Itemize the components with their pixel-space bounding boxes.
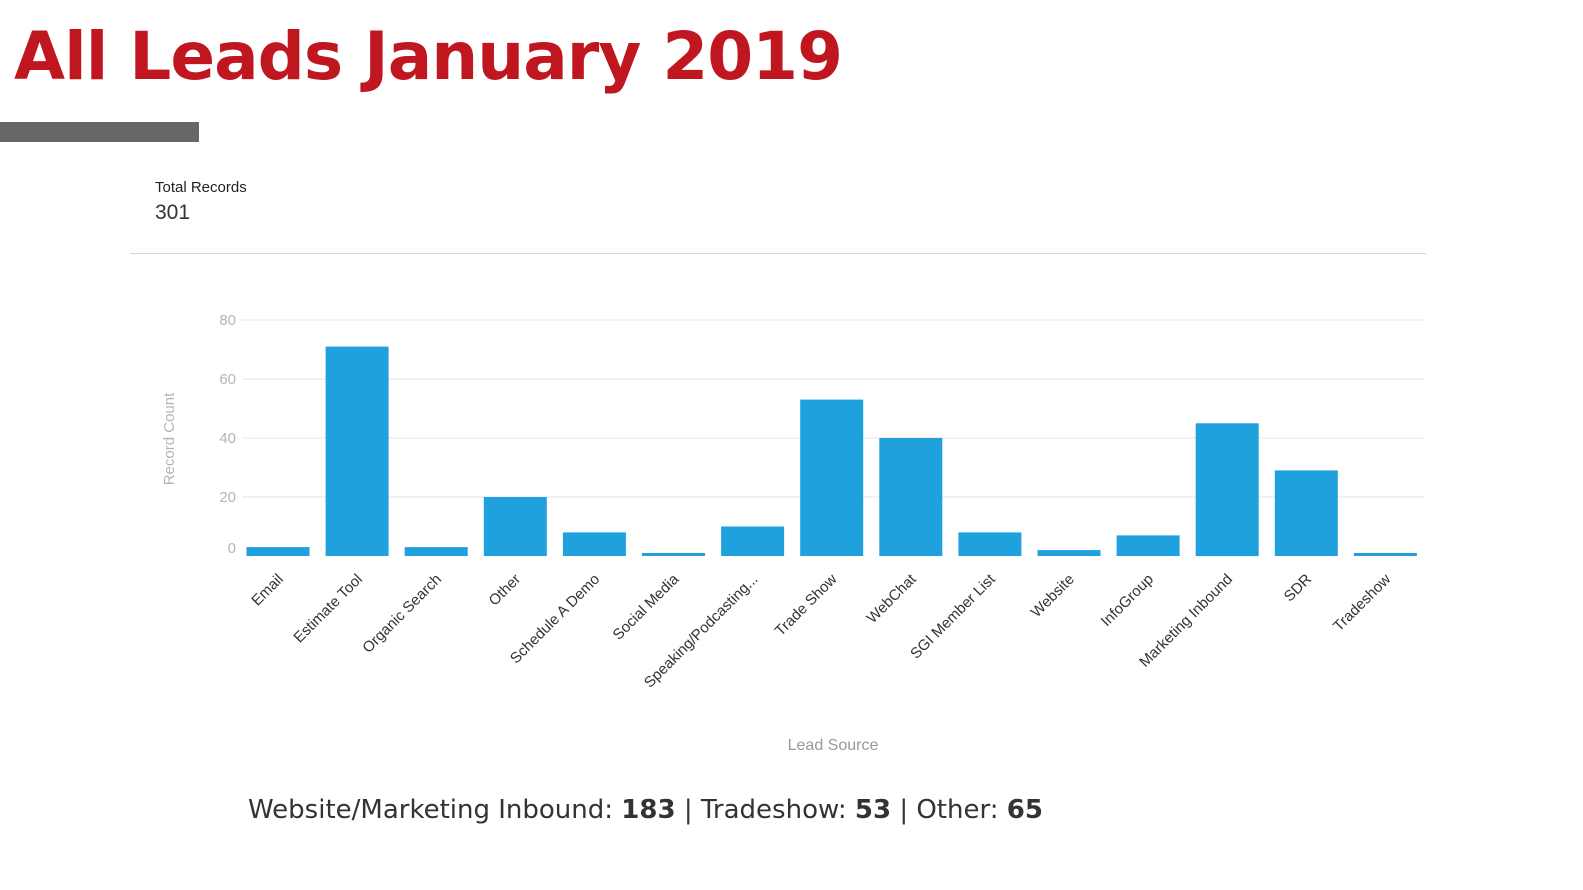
summary-label-other: Other: [916, 795, 999, 825]
bar[interactable] [404, 547, 468, 556]
bar[interactable] [246, 547, 310, 556]
bar[interactable] [1116, 535, 1180, 556]
x-tick-label: Tradeshow [1330, 571, 1394, 635]
summary-separator: | [899, 795, 909, 825]
summary-separator: | [683, 795, 693, 825]
bar[interactable] [1274, 470, 1338, 556]
y-tick-label: 80 [219, 312, 236, 329]
y-axis-ticks: 0 20 40 60 80 [219, 312, 236, 557]
x-tick-label: Social Media [610, 570, 683, 643]
summary-value-other: 65 [1006, 795, 1043, 825]
bar[interactable] [562, 532, 626, 556]
bar[interactable] [325, 346, 389, 556]
x-tick-label: Estimate Tool [290, 571, 365, 646]
x-tick-label: SGI Member List [907, 570, 999, 662]
lead-summary: Website/Marketing Inbound: 183 | Tradesh… [248, 795, 1043, 825]
header-divider [130, 253, 1426, 254]
summary-value-tradeshow: 53 [854, 795, 892, 825]
x-axis-label: Lead Source [788, 737, 879, 754]
bar[interactable] [483, 497, 547, 556]
bar[interactable] [1037, 550, 1101, 556]
total-records-label: Total Records [155, 179, 247, 196]
bar[interactable] [721, 526, 785, 557]
y-tick-label: 0 [228, 540, 236, 557]
x-tick-label: WebChat [864, 570, 921, 627]
bar[interactable] [642, 553, 705, 556]
bar[interactable] [1353, 553, 1417, 556]
slide-title: All Leads January 2019 [14, 18, 843, 95]
y-tick-label: 20 [219, 489, 236, 506]
bar[interactable] [958, 532, 1022, 556]
x-tick-label: Website [1028, 571, 1078, 621]
x-tick-label: Trade Show [772, 571, 841, 640]
total-records-value: 301 [155, 201, 191, 224]
summary-label-tradeshow: Tradeshow: [700, 795, 847, 825]
bar[interactable] [879, 438, 943, 556]
x-tick-label: InfoGroup [1098, 571, 1157, 630]
summary-value-website-marketing: 183 [621, 795, 676, 825]
y-tick-label: 60 [219, 371, 236, 388]
bar[interactable] [800, 399, 864, 556]
x-tick-label: Other [486, 571, 525, 610]
title-underline-bar [0, 122, 199, 142]
bar[interactable] [1195, 423, 1259, 557]
y-axis-label: Record Count [161, 392, 178, 485]
bars [246, 346, 1417, 557]
x-tick-label: Email [248, 571, 287, 610]
y-tick-label: 40 [219, 430, 236, 447]
x-tick-label: Organic Search [359, 571, 445, 657]
x-tick-label: SDR [1281, 571, 1316, 606]
summary-label-website-marketing: Website/Marketing Inbound: [248, 795, 614, 825]
